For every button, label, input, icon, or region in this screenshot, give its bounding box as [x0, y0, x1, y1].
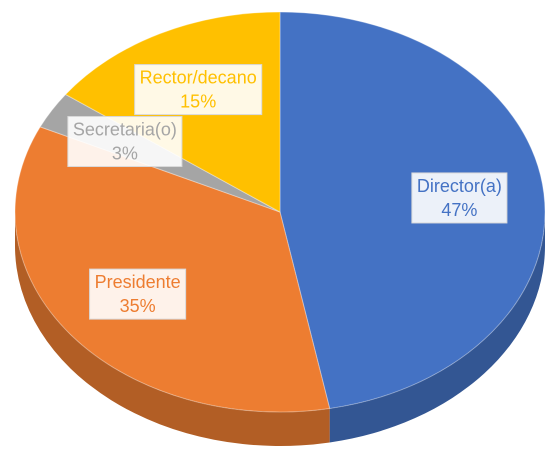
label-category: Presidente [95, 272, 181, 292]
slice-side [15, 212, 330, 446]
data-label: Director(a) 47% [411, 172, 508, 224]
label-category: Secretaria(o) [73, 120, 177, 140]
label-box [89, 268, 187, 320]
label-value: 47% [441, 200, 477, 220]
data-label: Rector/decano 15% [134, 64, 263, 116]
slice-side [329, 212, 545, 443]
label-box [134, 64, 263, 116]
label-category: Rector/decano [140, 68, 257, 88]
label-box [67, 116, 183, 168]
label-value: 15% [180, 92, 216, 112]
label-box [411, 172, 508, 224]
label-category: Director(a) [417, 176, 502, 196]
data-label: Secretaria(o) 3% [67, 116, 183, 168]
data-label: Presidente 35% [89, 268, 187, 320]
label-value: 35% [120, 296, 156, 316]
label-value: 3% [112, 144, 138, 164]
